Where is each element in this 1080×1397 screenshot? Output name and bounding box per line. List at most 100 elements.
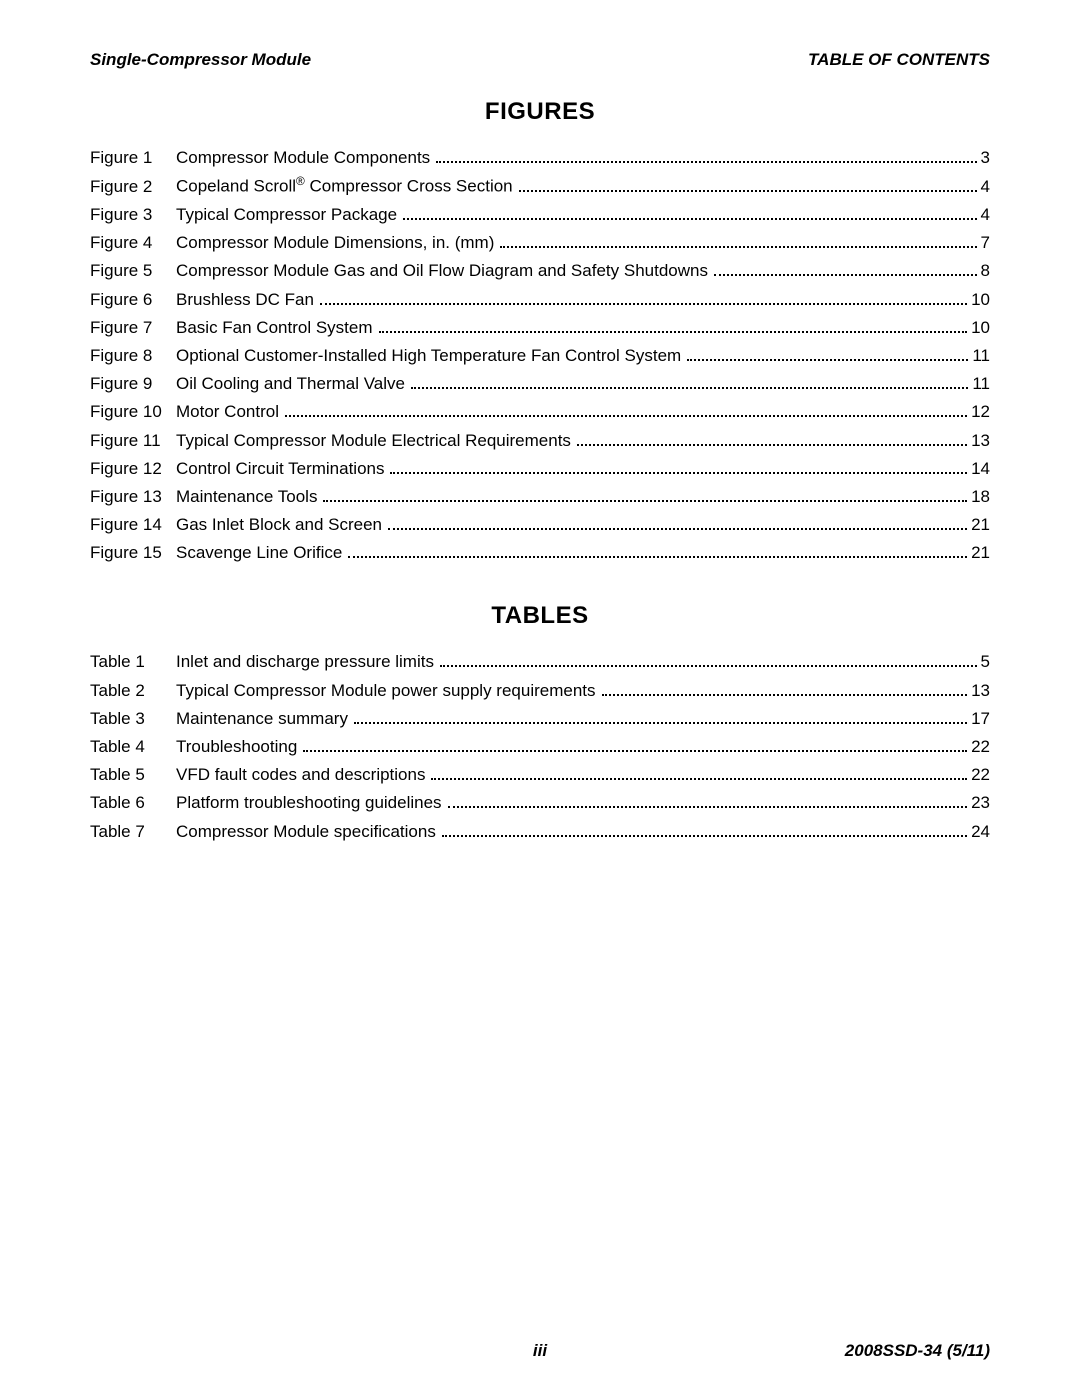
toc-label: Table 4 (90, 733, 176, 760)
toc-page-number: 21 (969, 511, 990, 538)
toc-leader-dots (348, 556, 967, 558)
toc-leader-dots (687, 359, 968, 361)
toc-page-number: 7 (979, 229, 990, 256)
toc-label: Figure 8 (90, 342, 176, 369)
toc-entry-title: Gas Inlet Block and Screen (176, 511, 386, 538)
toc-page-number: 14 (969, 455, 990, 482)
section-title: TABLES (90, 602, 990, 630)
toc-page-number: 22 (969, 761, 990, 788)
toc-row: Figure 4Compressor Module Dimensions, in… (90, 229, 990, 256)
toc-entry-title: Compressor Module Dimensions, in. (mm) (176, 229, 498, 256)
section-title: FIGURES (90, 98, 990, 126)
toc-entry-title: Typical Compressor Module power supply r… (176, 677, 600, 704)
toc-entry-title: Scavenge Line Orifice (176, 539, 346, 566)
toc-entry-title: Motor Control (176, 398, 283, 425)
toc-row: Figure 2Copeland Scroll® Compressor Cros… (90, 172, 990, 200)
toc-page-number: 23 (969, 789, 990, 816)
toc-label: Figure 12 (90, 455, 176, 482)
toc-entry-title: Brushless DC Fan (176, 286, 318, 313)
toc-page-number: 3 (979, 144, 990, 171)
toc-entry-title: Compressor Module Gas and Oil Flow Diagr… (176, 257, 712, 284)
toc-label: Table 3 (90, 705, 176, 732)
toc-entry-title: Inlet and discharge pressure limits (176, 648, 438, 675)
toc-leader-dots (500, 246, 976, 248)
toc-label: Figure 10 (90, 398, 176, 425)
toc-page-number: 24 (969, 818, 990, 845)
toc-label: Figure 6 (90, 286, 176, 313)
toc-label: Table 7 (90, 818, 176, 845)
toc-row: Figure 14Gas Inlet Block and Screen 21 (90, 511, 990, 538)
toc-list: Table 1Inlet and discharge pressure limi… (90, 648, 990, 844)
toc-page-number: 18 (969, 483, 990, 510)
toc-entry-title: Control Circuit Terminations (176, 455, 388, 482)
toc-entry-title: Maintenance Tools (176, 483, 321, 510)
toc-label: Figure 14 (90, 511, 176, 538)
toc-leader-dots (431, 778, 967, 780)
toc-entry-title: Troubleshooting (176, 733, 301, 760)
toc-row: Figure 7Basic Fan Control System 10 (90, 314, 990, 341)
toc-row: Figure 6Brushless DC Fan 10 (90, 286, 990, 313)
toc-page-number: 5 (979, 648, 990, 675)
toc-page-number: 13 (969, 427, 990, 454)
toc-page-number: 17 (969, 705, 990, 732)
header-left: Single-Compressor Module (90, 50, 311, 70)
header-right: TABLE OF CONTENTS (808, 50, 990, 70)
toc-row: Figure 10Motor Control 12 (90, 398, 990, 425)
toc-row: Figure 8Optional Customer-Installed High… (90, 342, 990, 369)
toc-entry-title: Compressor Module specifications (176, 818, 440, 845)
toc-row: Table 1Inlet and discharge pressure limi… (90, 648, 990, 675)
sections-container: FIGURES Figure 1Compressor Module Compone… (90, 98, 990, 845)
toc-row: Figure 1Compressor Module Components 3 (90, 144, 990, 171)
toc-entry-title: Copeland Scroll® Compressor Cross Sectio… (176, 172, 517, 200)
toc-entry-title: Compressor Module Components (176, 144, 434, 171)
toc-leader-dots (440, 665, 977, 667)
toc-page-number: 12 (969, 398, 990, 425)
toc-entry-title: Platform troubleshooting guidelines (176, 789, 446, 816)
toc-row: Figure 13Maintenance Tools 18 (90, 483, 990, 510)
toc-leader-dots (411, 387, 968, 389)
toc-entry-title: VFD fault codes and descriptions (176, 761, 429, 788)
page-header: Single-Compressor Module TABLE OF CONTEN… (90, 50, 990, 70)
toc-leader-dots (714, 274, 977, 276)
toc-label: Table 1 (90, 648, 176, 675)
toc-leader-dots (519, 190, 977, 192)
toc-leader-dots (320, 303, 967, 305)
toc-row: Figure 9Oil Cooling and Thermal Valve11 (90, 370, 990, 397)
toc-entry-title: Typical Compressor Package (176, 201, 401, 228)
toc-entry-title: Typical Compressor Module Electrical Req… (176, 427, 575, 454)
footer-page-number: iii (533, 1341, 547, 1361)
toc-page-number: 22 (969, 733, 990, 760)
toc-leader-dots (442, 835, 967, 837)
page-footer: iii 2008SSD-34 (5/11) (90, 1341, 990, 1361)
toc-row: Table 7Compressor Module specifications … (90, 818, 990, 845)
toc-page-number: 8 (979, 257, 990, 284)
toc-label: Figure 13 (90, 483, 176, 510)
toc-page-number: 4 (979, 201, 990, 228)
toc-page-number: 11 (970, 342, 990, 369)
toc-label: Table 5 (90, 761, 176, 788)
toc-leader-dots (448, 806, 968, 808)
toc-page-number: 10 (969, 314, 990, 341)
page: Single-Compressor Module TABLE OF CONTEN… (0, 0, 1080, 845)
toc-row: Table 4Troubleshooting 22 (90, 733, 990, 760)
footer-right: 2008SSD-34 (5/11) (845, 1341, 990, 1361)
toc-entry-title: Maintenance summary (176, 705, 352, 732)
toc-label: Figure 15 (90, 539, 176, 566)
toc-entry-title: Basic Fan Control System (176, 314, 377, 341)
toc-leader-dots (602, 694, 968, 696)
toc-row: Table 6Platform troubleshooting guidelin… (90, 789, 990, 816)
toc-label: Table 2 (90, 677, 176, 704)
toc-row: Figure 11Typical Compressor Module Elect… (90, 427, 990, 454)
toc-leader-dots (436, 161, 976, 163)
toc-label: Table 6 (90, 789, 176, 816)
toc-leader-dots (390, 472, 967, 474)
toc-leader-dots (388, 528, 967, 530)
toc-row: Figure 15Scavenge Line Orifice 21 (90, 539, 990, 566)
toc-label: Figure 3 (90, 201, 176, 228)
toc-label: Figure 9 (90, 370, 176, 397)
toc-page-number: 21 (969, 539, 990, 566)
toc-label: Figure 4 (90, 229, 176, 256)
toc-row: Table 2Typical Compressor Module power s… (90, 677, 990, 704)
toc-label: Figure 5 (90, 257, 176, 284)
toc-page-number: 13 (969, 677, 990, 704)
